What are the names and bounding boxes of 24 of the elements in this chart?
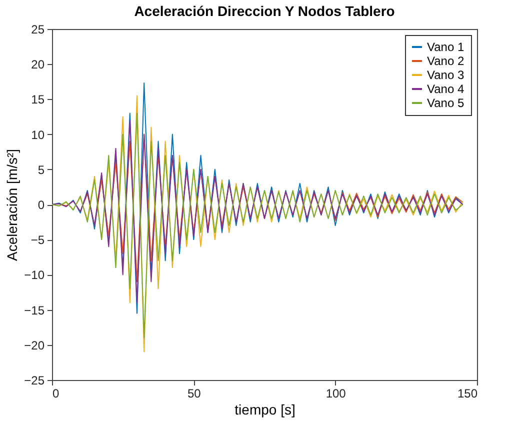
y-tick-label: −5: [30, 233, 45, 248]
x-axis-title: tiempo [s]: [234, 402, 296, 418]
y-tick-label: 25: [31, 22, 45, 36]
y-tick-label: −10: [24, 268, 45, 282]
chart-title: Aceleración Direccion Y Nodos Tablero: [134, 3, 395, 19]
y-axis-title: Aceleración [m/s²]: [4, 148, 20, 262]
line-series: [52, 120, 464, 304]
x-tick-label: 100: [326, 386, 346, 400]
y-tick-label: 0: [38, 198, 45, 212]
legend-label: Vano 5: [427, 96, 464, 110]
y-tick-label: 5: [38, 162, 45, 177]
y-tick-label: 20: [31, 58, 45, 72]
legend-label: Vano 4: [427, 82, 464, 96]
legend-label: Vano 3: [427, 68, 464, 82]
x-tick-label: 50: [187, 386, 202, 400]
y-tick-label: −20: [24, 338, 45, 352]
legend-label: Vano 2: [427, 54, 464, 68]
x-tick-label: 150: [457, 386, 478, 400]
y-tick-label: 10: [31, 128, 45, 142]
x-tick-label: 0: [52, 386, 60, 400]
legend-label: Vano 1: [427, 40, 464, 54]
y-tick-label: 15: [31, 92, 45, 107]
y-tick-label: −15: [24, 303, 45, 318]
y-tick-label: −25: [24, 374, 45, 388]
